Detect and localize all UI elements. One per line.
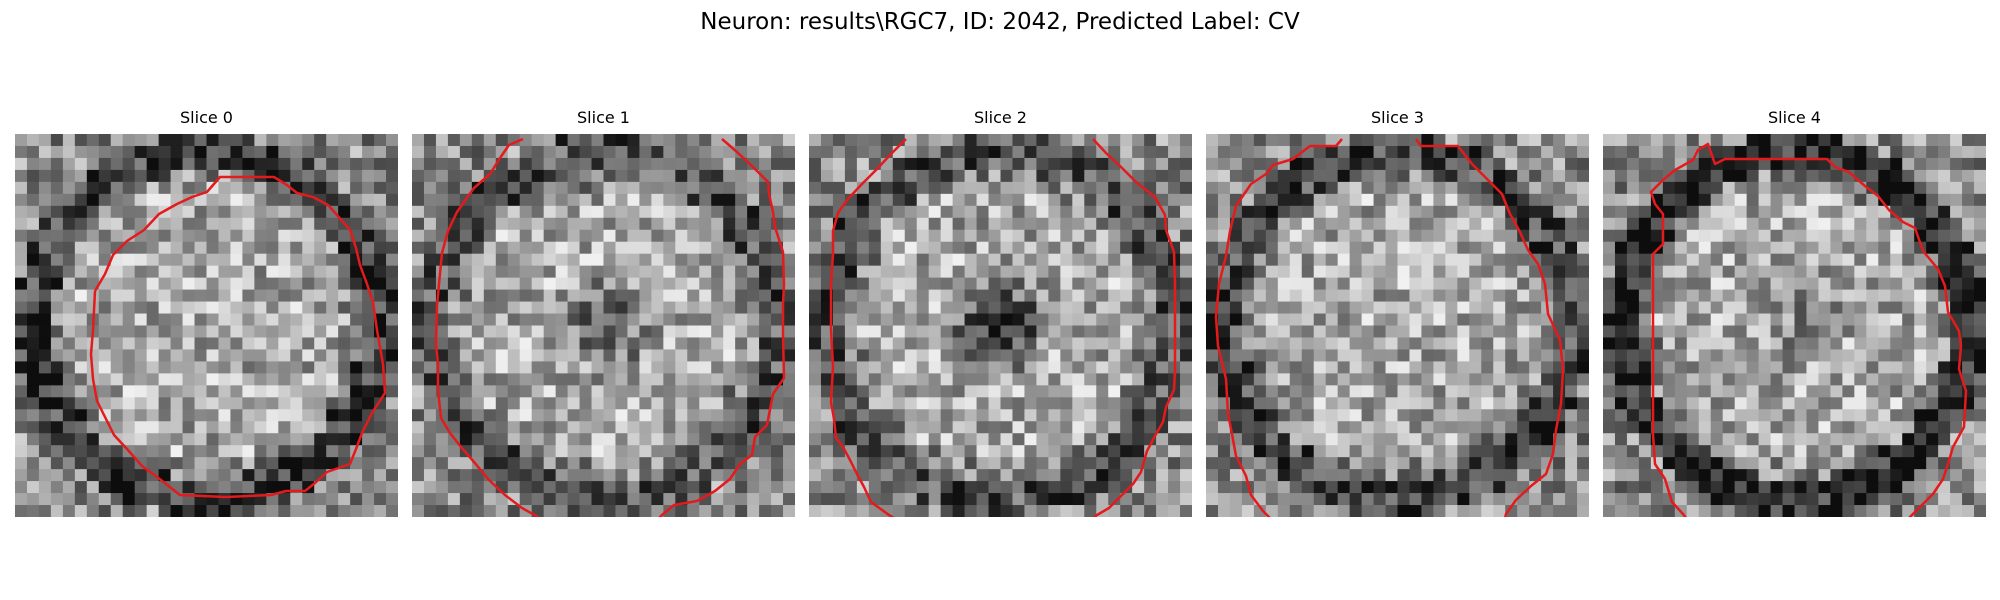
cell-contour <box>434 137 541 517</box>
slice-image <box>809 134 1192 517</box>
slice-image <box>1206 134 1589 517</box>
cell-contour <box>658 138 786 517</box>
slice-image <box>412 134 795 517</box>
cell-contour <box>1092 138 1177 517</box>
cell-contour <box>1414 138 1565 517</box>
slice-image <box>15 134 398 517</box>
cell-contour <box>829 138 907 517</box>
slice-title: Slice 3 <box>1371 108 1424 127</box>
slice-title: Slice 4 <box>1768 108 1821 127</box>
slice-image <box>1603 134 1986 517</box>
cell-contour <box>1214 138 1343 517</box>
slice-title: Slice 2 <box>974 108 1027 127</box>
cell-contour <box>89 175 387 499</box>
slice-title: Slice 0 <box>180 108 233 127</box>
slice-title: Slice 1 <box>577 108 630 127</box>
figure-title: Neuron: results\RGC7, ID: 2042, Predicte… <box>700 9 1300 35</box>
cell-contour <box>1649 142 1968 517</box>
